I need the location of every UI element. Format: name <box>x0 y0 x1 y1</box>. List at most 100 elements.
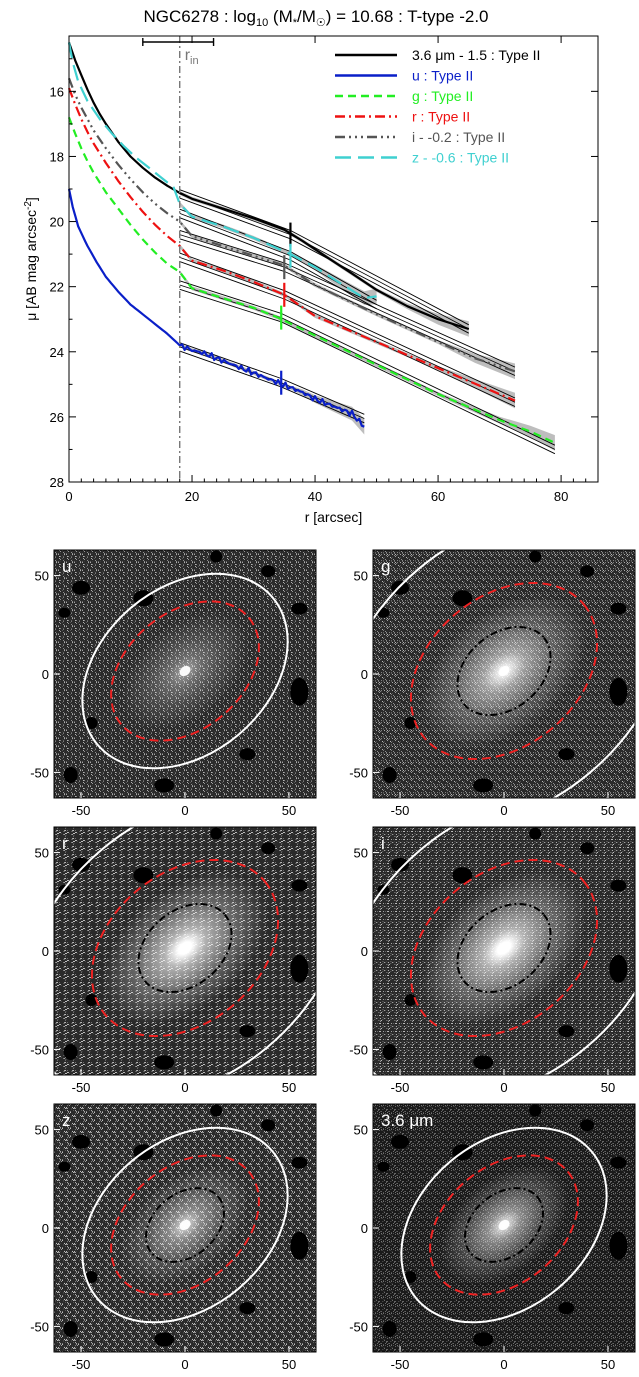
y-tick-label: 22 <box>50 280 64 295</box>
masked-star <box>72 1134 91 1149</box>
masked-star <box>382 1320 397 1337</box>
masked-star <box>72 580 91 595</box>
y-tick-label: 16 <box>50 84 64 99</box>
masked-star <box>580 842 595 855</box>
image-content-g <box>373 550 635 798</box>
panel-x-tick-label: -50 <box>72 1080 91 1095</box>
panel-x-tick-label: -50 <box>391 1080 410 1095</box>
y-tick-label: 24 <box>50 345 64 360</box>
masked-star <box>154 1055 175 1070</box>
panel-y-tick-label: -50 <box>349 1319 368 1334</box>
panel-x-tick-label: 50 <box>282 1080 296 1095</box>
masked-star <box>558 748 575 761</box>
ellipse-outer <box>373 550 635 798</box>
rin-label: rin <box>185 47 199 67</box>
galaxy-core <box>498 942 510 954</box>
panel-x-tick-label: -50 <box>391 803 410 818</box>
legend-label-spitzer: 3.6 μm - 1.5 : Type II <box>412 47 540 63</box>
galaxy-core <box>498 665 510 677</box>
panel-x-tick-label: 0 <box>181 1357 188 1372</box>
series-line-u <box>67 188 365 428</box>
masked-star <box>382 1043 397 1060</box>
y-tick-label: 26 <box>50 410 64 425</box>
masked-star <box>239 1025 256 1038</box>
profile-break-markers <box>280 222 292 395</box>
panel-label-i: i <box>381 834 385 853</box>
panel-y-tick-label: 0 <box>361 944 368 959</box>
panel-x-tick-label: 0 <box>500 1357 507 1372</box>
masked-star <box>291 1156 308 1169</box>
panel-x-tick-label: 0 <box>500 803 507 818</box>
error-band-r <box>179 244 515 409</box>
panel-y-tick-label: 50 <box>35 569 49 584</box>
ellipse-outer <box>81 572 289 770</box>
panel-label-g: g <box>381 557 390 576</box>
panel-y-tick-label: 0 <box>42 667 49 682</box>
y-tick-label: 28 <box>50 475 64 490</box>
ellipse-mid <box>110 600 260 742</box>
panel-y-tick-label: -50 <box>30 1319 49 1334</box>
image-content-r <box>54 827 316 1075</box>
panel-y-tick-label: 50 <box>354 1123 368 1138</box>
masked-star <box>85 1270 98 1283</box>
image-content-i <box>373 827 635 1075</box>
masked-star <box>558 1025 575 1038</box>
panel-x-tick-label: -50 <box>72 803 91 818</box>
image-panel-g: g -50 0 50 50 0 -50 <box>349 549 636 818</box>
masked-star <box>261 565 276 578</box>
series-line-z <box>67 42 377 300</box>
title-mid: (M <box>268 7 293 26</box>
legend: 3.6 μm - 1.5 : Type II u : Type II g : Typ… <box>335 47 540 166</box>
masked-star <box>529 827 542 840</box>
panel-y-tick-label: -50 <box>30 765 49 780</box>
panel-x-tick-label: 0 <box>181 803 188 818</box>
masked-star <box>210 550 223 563</box>
y-tick-label: 20 <box>50 215 64 230</box>
image-panel-spitzer: 3.6 μm -50 0 50 50 0 -50 <box>349 1103 636 1372</box>
title-suffix: ) = 10.68 : T-type -2.0 <box>326 7 489 26</box>
title-slash: /M <box>297 7 316 26</box>
masked-star <box>133 867 154 884</box>
masked-star <box>473 1055 494 1070</box>
x-axis-label: r [arcsec] <box>305 509 363 525</box>
masked-star <box>609 677 628 706</box>
masked-star <box>239 748 256 761</box>
panel-x-tick-label: 50 <box>282 803 296 818</box>
series-line-g <box>67 117 556 444</box>
masked-star <box>261 842 276 855</box>
galaxy-core <box>179 942 191 954</box>
masked-star <box>529 550 542 563</box>
masked-star <box>473 778 494 793</box>
masked-star <box>291 602 308 615</box>
masked-star <box>58 1161 71 1172</box>
masked-star <box>58 607 71 618</box>
panel-x-tick-label: -50 <box>72 1357 91 1372</box>
panel-y-tick-label: 0 <box>42 1221 49 1236</box>
image-content-spitzer <box>373 1104 635 1352</box>
rin-label-sub: in <box>190 55 199 67</box>
masked-star <box>404 716 417 729</box>
ellipse-outer <box>373 827 635 1075</box>
chart-title: NGC6278 : log10 (M*/M☉) = 10.68 : T-type… <box>144 7 489 29</box>
masked-star <box>404 1270 417 1283</box>
ellipse-mid <box>409 858 599 1038</box>
x-tick-label: 0 <box>65 489 72 504</box>
masked-star <box>85 716 98 729</box>
legend-label-z: z - -0.6 : Type II <box>412 150 509 166</box>
masked-star <box>290 677 309 706</box>
panel-x-tick-label: 0 <box>500 1080 507 1095</box>
plot-frame <box>68 35 599 483</box>
ellipse-mid <box>110 1154 260 1296</box>
profile-fit-lines <box>179 189 556 455</box>
legend-label-g: g : Type II <box>412 88 473 104</box>
series-line-r <box>67 87 516 402</box>
panel-x-tick-label: 50 <box>601 1080 615 1095</box>
image-panel-u: u -50 0 50 50 0 -50 <box>30 549 317 818</box>
galaxy-core <box>179 1219 191 1231</box>
y-axis-label: μ [AB mag arcsec-2] <box>23 197 39 321</box>
y-axis-label-main: μ [AB mag arcsec <box>23 210 39 321</box>
masked-star <box>404 993 417 1006</box>
panel-label-spitzer: 3.6 μm <box>381 1111 433 1130</box>
panel-x-tick-label: -50 <box>391 1357 410 1372</box>
